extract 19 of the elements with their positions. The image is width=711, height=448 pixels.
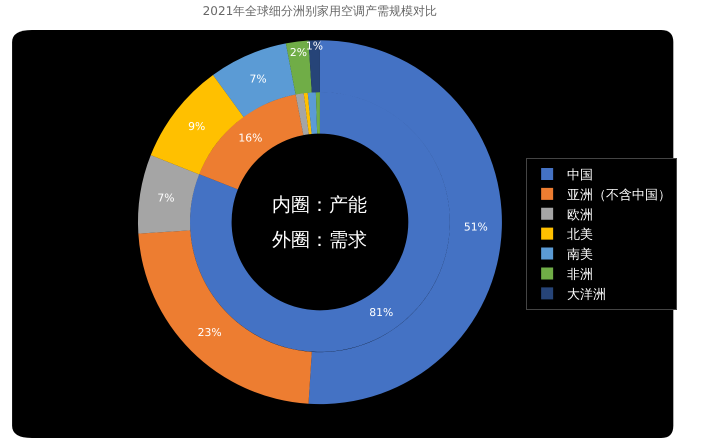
data-label: 7%: [249, 72, 267, 86]
data-label: 23%: [198, 326, 222, 340]
data-label: 16%: [238, 131, 262, 144]
legend-label: 大洋洲: [567, 287, 606, 302]
legend-label: 南美: [567, 246, 594, 263]
data-label: 1%: [306, 39, 323, 52]
text: 外圈：需求: [272, 229, 367, 251]
data-label: 81%: [369, 306, 394, 319]
data-label: 2%: [290, 46, 308, 59]
text: 内圈：产能: [272, 194, 367, 216]
data-label: 7%: [157, 191, 174, 204]
legend-label: 中国: [567, 168, 594, 184]
chart-title: 2021年全球细分洲别家用空调产需规模对比: [202, 4, 438, 18]
legend-label: 欧洲: [567, 208, 594, 223]
legend-label: 亚洲（不含中国）: [567, 188, 672, 203]
legend-label: 非洲: [567, 268, 594, 283]
legend-label: 北美: [567, 226, 594, 243]
data-label: 9%: [188, 120, 206, 134]
data-label: 51%: [464, 220, 488, 234]
